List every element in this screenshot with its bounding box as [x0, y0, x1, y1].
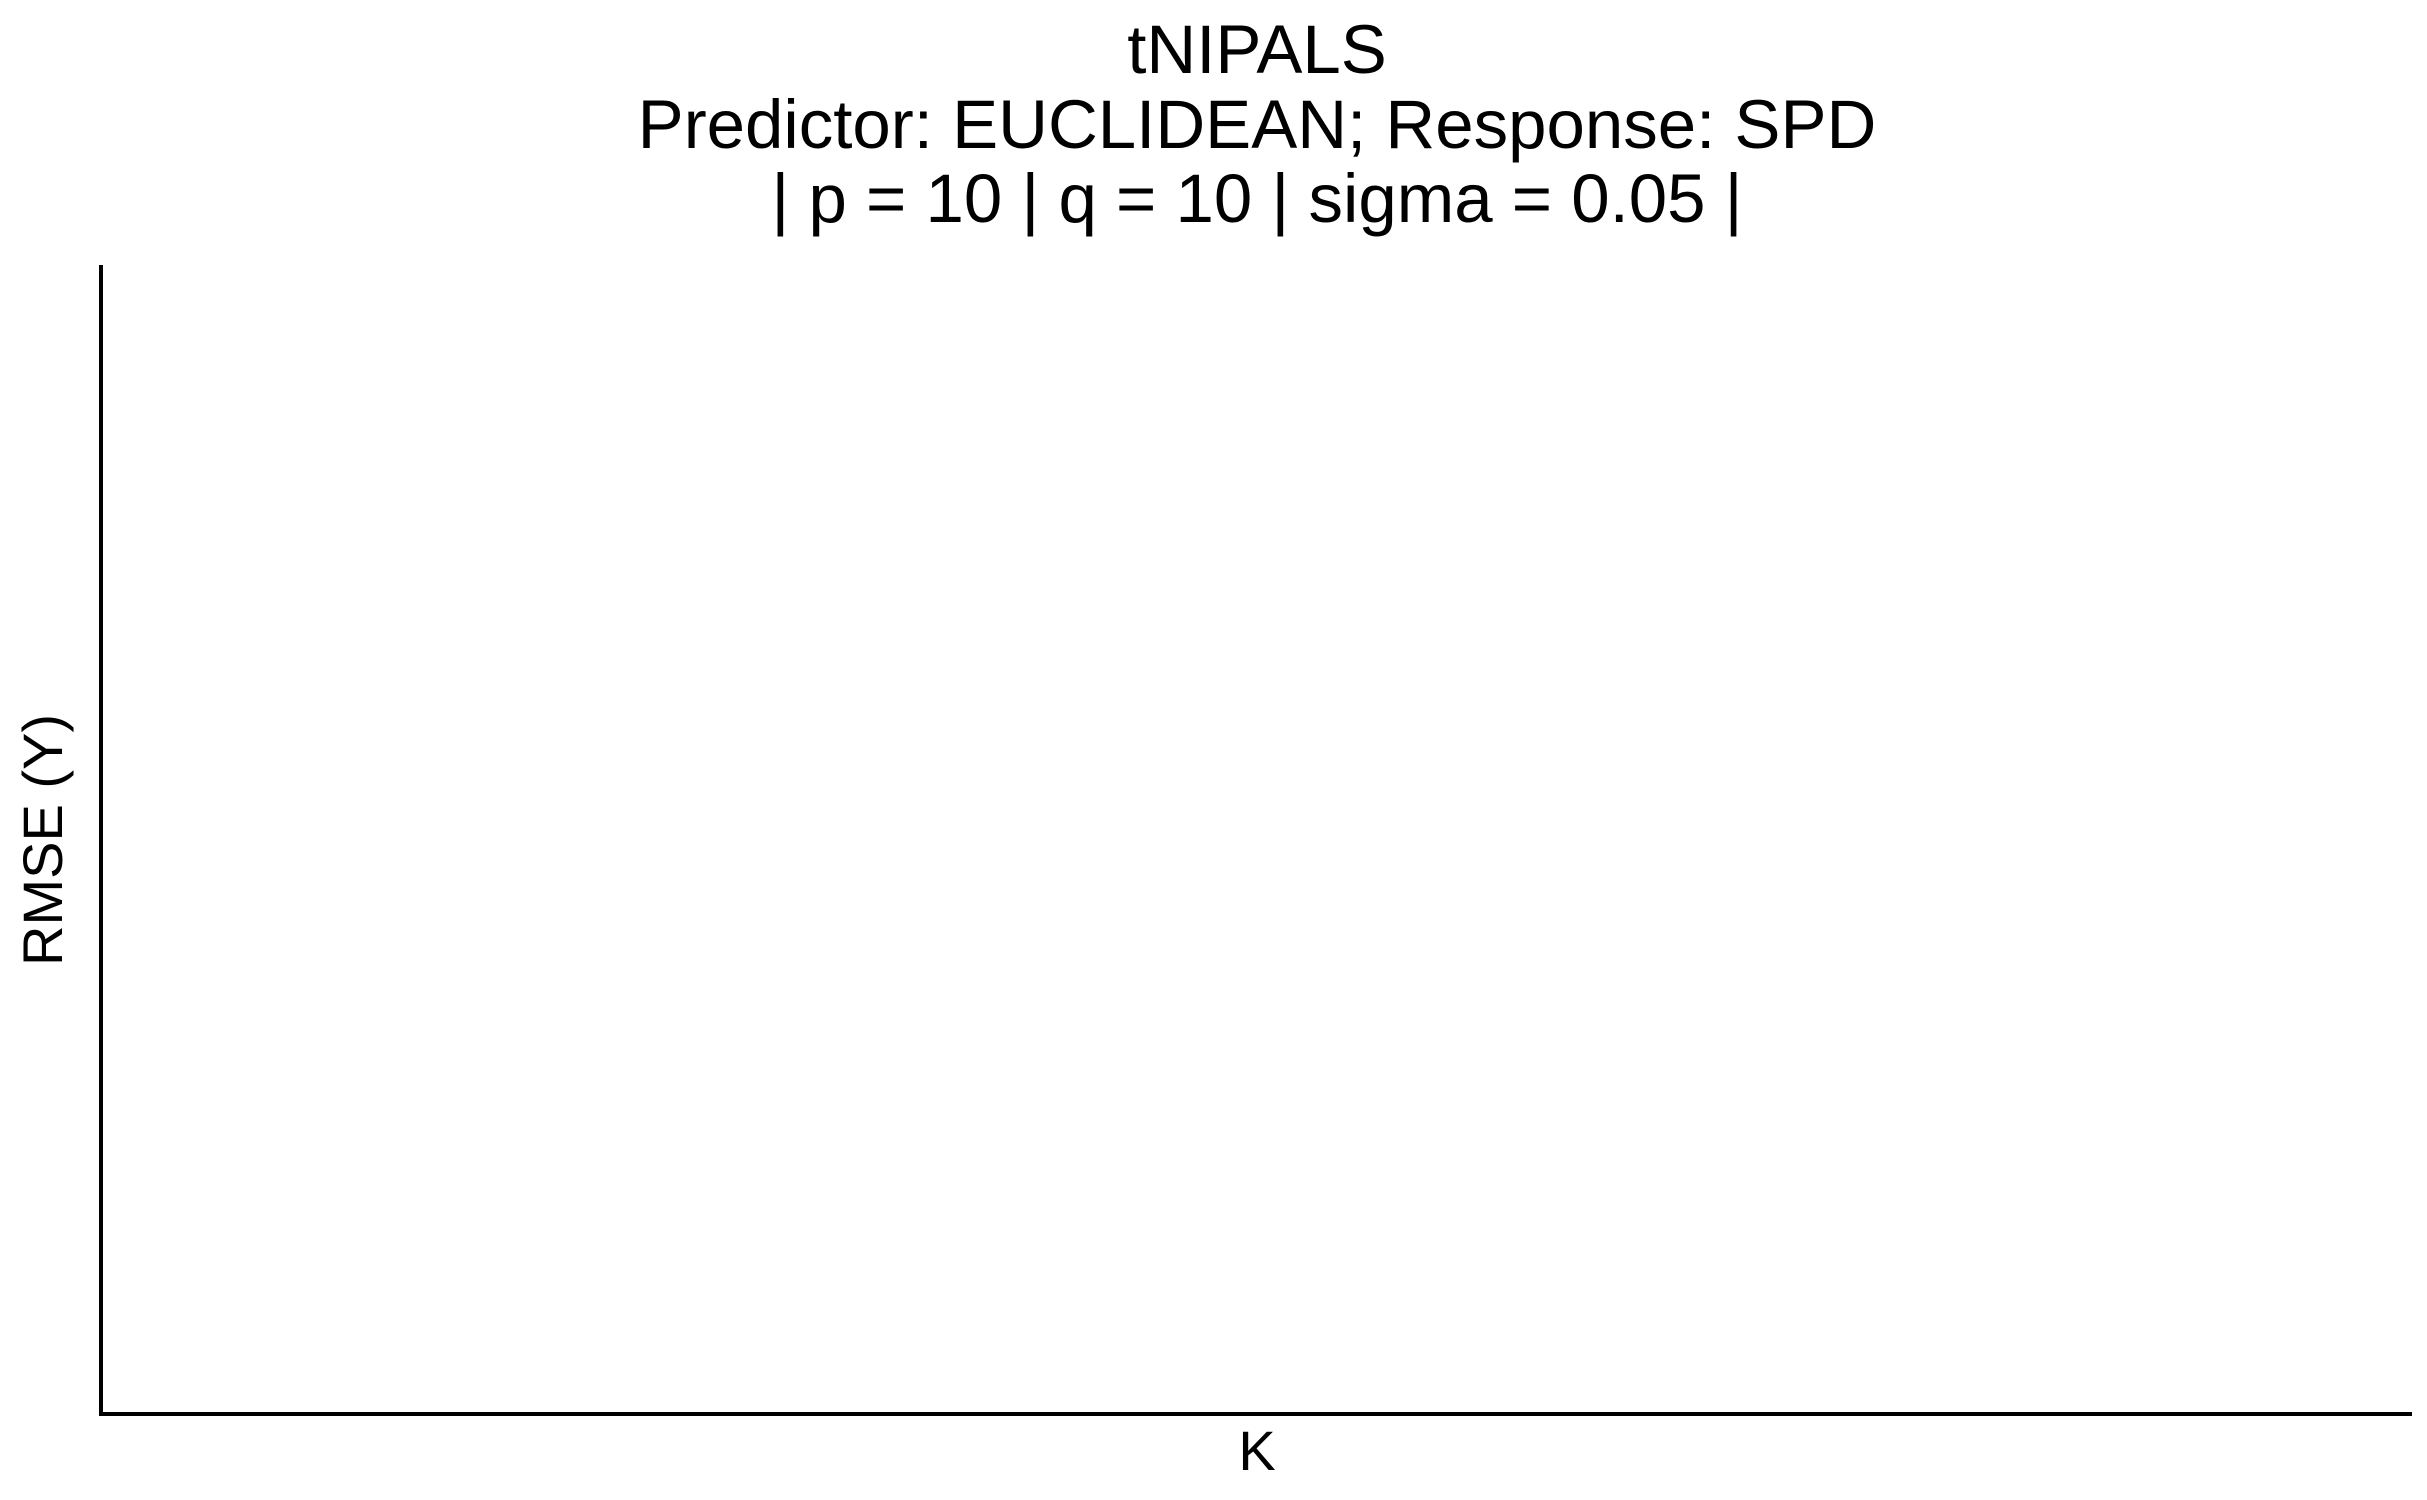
chart-subtitle-1: Predictor: EUCLIDEAN; Response: SPD — [638, 86, 1877, 163]
x-axis-label: K — [1238, 1419, 1275, 1482]
chart-title: tNIPALS — [1127, 11, 1387, 88]
y-axis-label: RMSE (Y) — [11, 714, 74, 966]
chart-subtitle-2: | p = 10 | q = 10 | sigma = 0.05 | — [771, 160, 1742, 237]
